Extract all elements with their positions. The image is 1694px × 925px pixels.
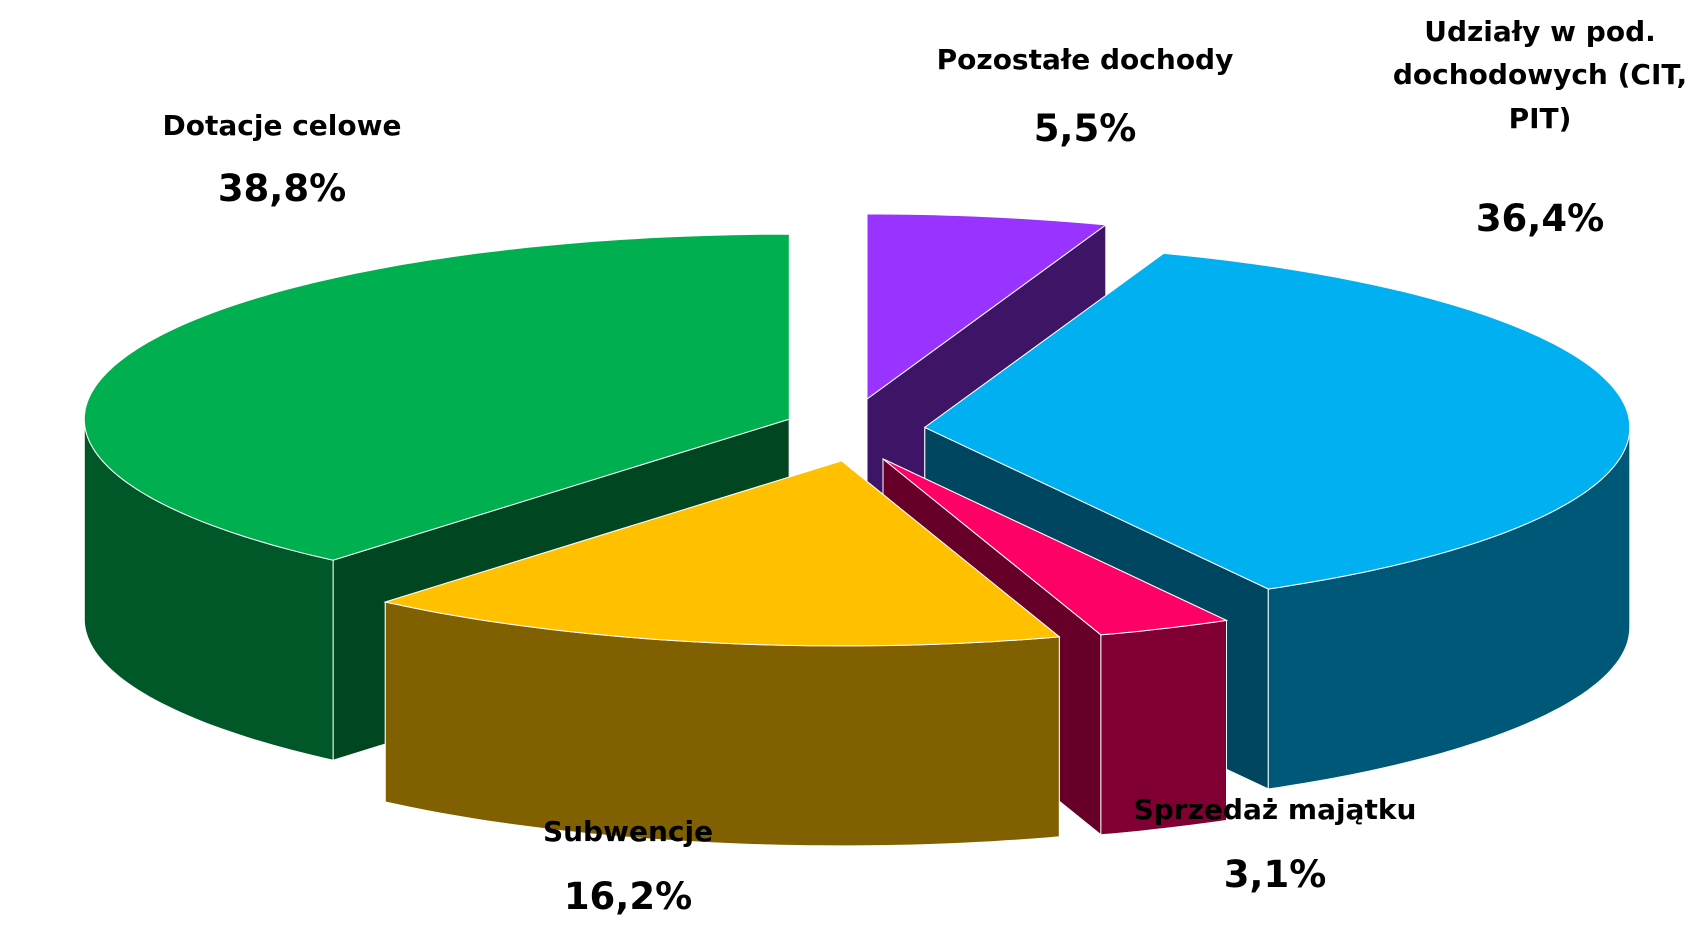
slice-label: Subwencje	[542, 815, 714, 848]
pie-canvas	[83, 213, 1631, 847]
value-label: 16,2%	[563, 875, 693, 918]
slice	[866, 213, 1108, 400]
slice	[383, 459, 1061, 847]
slice	[383, 460, 1061, 647]
slice-label: Pozostałe dochody	[936, 43, 1234, 76]
value-label: 38,8%	[217, 167, 347, 210]
slice	[923, 252, 1631, 590]
value-label: 3,1%	[1223, 853, 1327, 896]
slice	[83, 233, 790, 561]
value-label: 5,5%	[1033, 107, 1137, 150]
slice	[882, 458, 1229, 636]
slice-label: Udziały w pod. dochodowych (CIT, PIT)	[1392, 15, 1688, 135]
value-label: 36,4%	[1475, 197, 1605, 240]
slice-label: Sprzedaż majątku	[1133, 793, 1417, 826]
chart: Pozostałe dochody 5,5% Udziały w pod. doch…	[83, 15, 1688, 918]
slice-label: Dotacje celowe	[162, 109, 402, 142]
